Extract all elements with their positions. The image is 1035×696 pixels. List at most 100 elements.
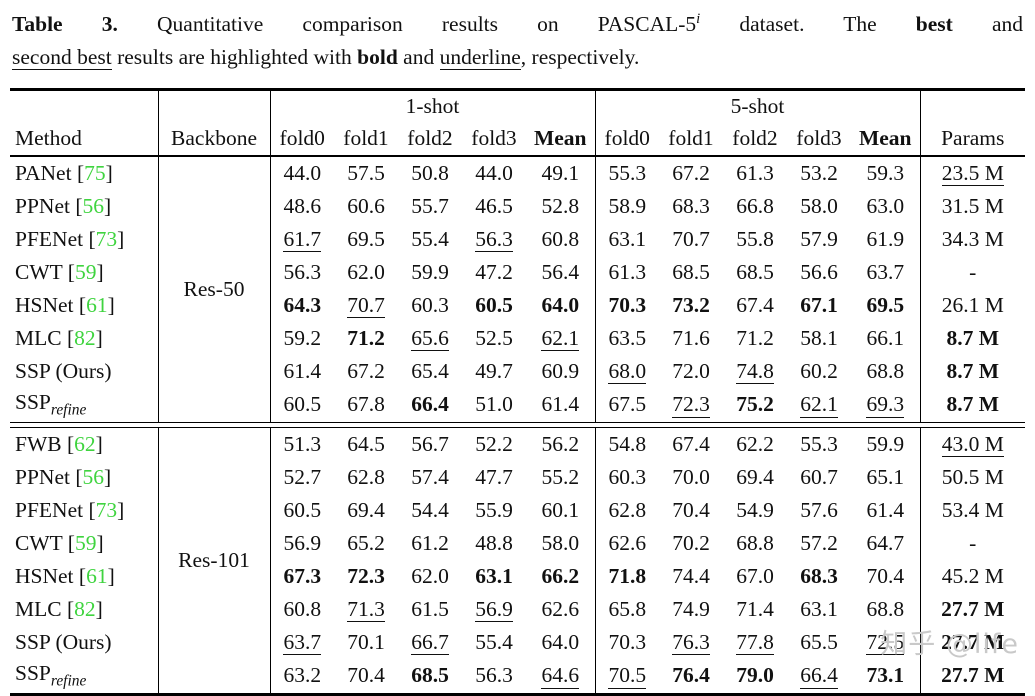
value-cell: 67.4 — [723, 289, 787, 322]
value-cell: 58.1 — [787, 322, 851, 355]
value-cell: 60.5 — [270, 388, 334, 423]
value-cell: 47.2 — [462, 256, 526, 289]
value-cell: 62.8 — [595, 494, 659, 527]
method-cell: FWB [62] — [10, 427, 158, 461]
value-cell: 60.7 — [787, 461, 851, 494]
value-cell: 65.4 — [398, 355, 462, 388]
value-cell: 63.7 — [851, 256, 920, 289]
group-header-row: Method Backbone 1-shot 5-shot Params — [10, 89, 1025, 123]
value-cell: 65.6 — [398, 322, 462, 355]
value-cell: 44.0 — [462, 156, 526, 190]
value-cell: 56.9 — [462, 593, 526, 626]
value-cell: 67.2 — [334, 355, 398, 388]
value-cell: 60.5 — [270, 494, 334, 527]
params-cell: 8.7 M — [920, 355, 1025, 388]
backbone-cell: Res-50 — [158, 156, 270, 423]
citation-number: 61 — [86, 293, 108, 317]
value-cell: 71.2 — [723, 322, 787, 355]
value-cell: 71.6 — [659, 322, 723, 355]
method-cell: PFENet [73] — [10, 494, 158, 527]
value-cell: 59.9 — [851, 427, 920, 461]
value-cell: 55.9 — [462, 494, 526, 527]
value-cell: 58.0 — [526, 527, 595, 560]
value-cell: 48.6 — [270, 190, 334, 223]
value-cell: 68.8 — [851, 355, 920, 388]
value-cell: 77.8 — [723, 626, 787, 659]
value-cell: 74.4 — [659, 560, 723, 593]
value-cell: 71.8 — [595, 560, 659, 593]
value-cell: 64.7 — [851, 527, 920, 560]
value-cell: 63.1 — [462, 560, 526, 593]
value-cell: 67.2 — [659, 156, 723, 190]
params-cell: 8.7 M — [920, 388, 1025, 423]
value-cell: 56.9 — [270, 527, 334, 560]
params-cell: 23.5 M — [920, 156, 1025, 190]
citation-number: 82 — [74, 326, 96, 350]
value-cell: 72.3 — [334, 560, 398, 593]
value-cell: 59.2 — [270, 322, 334, 355]
value-cell: 68.5 — [398, 659, 462, 695]
col-header-backbone: Backbone — [158, 89, 270, 156]
col-header-5shot-fold1: fold1 — [659, 123, 723, 156]
value-cell: 49.1 — [526, 156, 595, 190]
value-cell: 69.4 — [723, 461, 787, 494]
params-cell: 45.2 M — [920, 560, 1025, 593]
value-cell: 61.5 — [398, 593, 462, 626]
method-cell: SSPrefine — [10, 659, 158, 695]
value-cell: 63.2 — [270, 659, 334, 695]
value-cell: 70.4 — [851, 560, 920, 593]
value-cell: 55.4 — [462, 626, 526, 659]
value-cell: 66.7 — [398, 626, 462, 659]
method-cell: PPNet [56] — [10, 461, 158, 494]
value-cell: 44.0 — [270, 156, 334, 190]
value-cell: 69.4 — [334, 494, 398, 527]
value-cell: 51.0 — [462, 388, 526, 423]
value-cell: 52.8 — [526, 190, 595, 223]
value-cell: 55.3 — [595, 156, 659, 190]
value-cell: 54.8 — [595, 427, 659, 461]
citation-number: 73 — [96, 498, 118, 522]
value-cell: 58.0 — [787, 190, 851, 223]
value-cell: 47.7 — [462, 461, 526, 494]
params-cell: - — [920, 527, 1025, 560]
value-cell: 56.2 — [526, 427, 595, 461]
value-cell: 79.0 — [723, 659, 787, 695]
method-cell: SSP (Ours) — [10, 355, 158, 388]
value-cell: 67.5 — [595, 388, 659, 423]
value-cell: 57.4 — [398, 461, 462, 494]
value-cell: 72.3 — [659, 388, 723, 423]
value-cell: 70.0 — [659, 461, 723, 494]
value-cell: 61.4 — [851, 494, 920, 527]
params-cell: 43.0 M — [920, 427, 1025, 461]
value-cell: 60.3 — [595, 461, 659, 494]
value-cell: 68.8 — [851, 593, 920, 626]
value-cell: 76.4 — [659, 659, 723, 695]
value-cell: 57.9 — [787, 223, 851, 256]
value-cell: 65.5 — [787, 626, 851, 659]
col-header-1shot-fold3: fold3 — [462, 123, 526, 156]
value-cell: 62.6 — [595, 527, 659, 560]
value-cell: 66.8 — [723, 190, 787, 223]
col-header-params: Params — [920, 89, 1025, 156]
method-cell: PPNet [56] — [10, 190, 158, 223]
value-cell: 70.2 — [659, 527, 723, 560]
value-cell: 61.9 — [851, 223, 920, 256]
col-header-5shot-fold3: fold3 — [787, 123, 851, 156]
col-header-5shot-fold0: fold0 — [595, 123, 659, 156]
value-cell: 70.4 — [659, 494, 723, 527]
value-cell: 48.8 — [462, 527, 526, 560]
method-cell: SSP (Ours) — [10, 626, 158, 659]
value-cell: 61.2 — [398, 527, 462, 560]
params-cell: 8.7 M — [920, 322, 1025, 355]
value-cell: 61.3 — [723, 156, 787, 190]
value-cell: 62.8 — [334, 461, 398, 494]
value-cell: 57.5 — [334, 156, 398, 190]
value-cell: 64.0 — [526, 289, 595, 322]
value-cell: 65.1 — [851, 461, 920, 494]
value-cell: 68.5 — [723, 256, 787, 289]
value-cell: 60.8 — [526, 223, 595, 256]
col-header-1shot-fold1: fold1 — [334, 123, 398, 156]
table-header: Method Backbone 1-shot 5-shot Params fol… — [10, 89, 1025, 156]
